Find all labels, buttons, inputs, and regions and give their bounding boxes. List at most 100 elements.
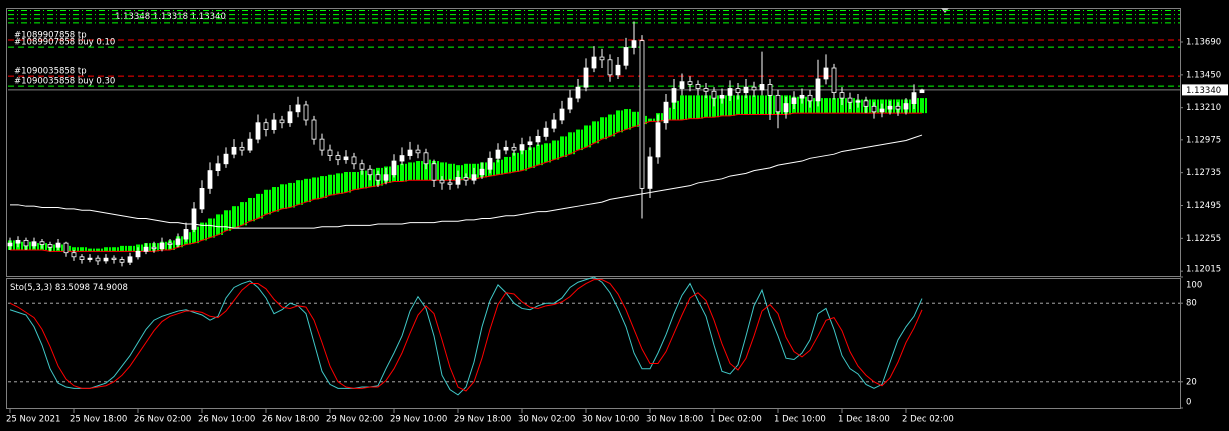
candle-body bbox=[647, 156, 653, 189]
candle-body bbox=[487, 157, 493, 170]
x-tick-label: 25 Nov 2021 bbox=[6, 415, 60, 425]
candle-body bbox=[903, 103, 909, 110]
candle-body bbox=[775, 94, 781, 113]
order-label: #1089907858 tp bbox=[14, 30, 87, 40]
indicator-signal-value: 74.9008 bbox=[93, 283, 128, 293]
candle-body bbox=[463, 177, 469, 181]
order-label: #1090035858 buy 0.30 bbox=[14, 77, 115, 87]
candle-body bbox=[399, 155, 405, 162]
candle-body bbox=[47, 244, 53, 248]
candle-body bbox=[623, 47, 629, 66]
candle-body bbox=[479, 168, 485, 176]
y-tick-label: 0 bbox=[1186, 398, 1191, 408]
x-tick-label: 1 Dec 18:00 bbox=[838, 415, 890, 425]
candle-body bbox=[591, 56, 597, 69]
y-tick-label: 1.12735 bbox=[1186, 168, 1221, 178]
candle-body bbox=[439, 179, 445, 184]
candle-body bbox=[295, 104, 301, 113]
x-tick-label: 1 Dec 10:00 bbox=[774, 415, 826, 425]
x-tick-label: 25 Nov 18:00 bbox=[70, 415, 127, 425]
candle-body bbox=[111, 257, 117, 260]
indicator-line bbox=[9, 279, 923, 392]
candle-body bbox=[55, 242, 61, 248]
candle-body bbox=[95, 257, 101, 262]
candle-body bbox=[23, 239, 29, 247]
candle-body bbox=[367, 168, 373, 176]
candle-body bbox=[31, 241, 37, 247]
x-tick-label: 30 Nov 10:00 bbox=[582, 415, 639, 425]
x-tick-label: 29 Nov 10:00 bbox=[390, 415, 447, 425]
candle-body bbox=[39, 241, 45, 245]
candle-body bbox=[71, 252, 77, 258]
candle-body bbox=[703, 88, 709, 92]
candle-body bbox=[215, 163, 221, 172]
candle-body bbox=[663, 101, 669, 124]
candle-body bbox=[103, 257, 109, 262]
candle-body bbox=[527, 141, 533, 146]
candle-body bbox=[791, 97, 797, 104]
candle-body bbox=[559, 108, 565, 121]
candle-body bbox=[135, 250, 141, 258]
candle-body bbox=[815, 78, 821, 102]
y-tick-label: 1.12975 bbox=[1186, 135, 1221, 145]
candle-body bbox=[759, 84, 765, 91]
candle-body bbox=[423, 152, 429, 165]
candle-body bbox=[495, 149, 501, 159]
candle-body bbox=[895, 105, 901, 110]
candle-body bbox=[607, 59, 613, 76]
x-tick-label: 2 Dec 02:00 bbox=[902, 415, 954, 425]
candle-body bbox=[255, 122, 261, 140]
candle-body bbox=[151, 246, 157, 249]
candle-body bbox=[695, 84, 701, 89]
x-tick-label: 30 Nov 18:00 bbox=[646, 415, 703, 425]
candle-body bbox=[471, 174, 477, 181]
candle-body bbox=[687, 81, 693, 85]
header-close: 1.13340 bbox=[191, 12, 226, 22]
candle-body bbox=[271, 119, 277, 130]
candle-body bbox=[319, 138, 325, 151]
x-tick-label: 26 Nov 18:00 bbox=[262, 415, 319, 425]
candle-body bbox=[911, 92, 917, 104]
candle-body bbox=[279, 119, 285, 124]
candle-body bbox=[311, 119, 317, 140]
candle-body bbox=[239, 146, 245, 151]
candle-body bbox=[535, 136, 541, 143]
candle-body bbox=[583, 67, 589, 88]
candle-body bbox=[839, 92, 845, 99]
current-price-box bbox=[1182, 84, 1228, 96]
candle-body bbox=[615, 64, 621, 76]
x-tick-label: 30 Nov 02:00 bbox=[518, 415, 575, 425]
header-low: 1.13318 bbox=[153, 12, 188, 22]
candle-body bbox=[143, 246, 149, 252]
candle-body bbox=[519, 144, 525, 151]
header-prices: 1.13348 1.13318 1.13340 bbox=[115, 12, 226, 22]
candle-body bbox=[167, 242, 173, 245]
candle-body bbox=[119, 259, 125, 263]
candle-body bbox=[551, 119, 557, 129]
candle-body bbox=[391, 160, 397, 176]
candle-body bbox=[207, 170, 213, 189]
candle-body bbox=[343, 156, 349, 161]
order-label: #1090035858 tp bbox=[14, 67, 87, 77]
candle-body bbox=[303, 104, 309, 121]
candle-body bbox=[919, 89, 925, 94]
candle-body bbox=[359, 163, 365, 170]
candle-body bbox=[879, 108, 885, 113]
candle-body bbox=[831, 67, 837, 94]
candle-body bbox=[375, 174, 381, 181]
indicator-title: Sto(5,3,3) 83.5098 74.9008 bbox=[10, 283, 128, 293]
candle-body bbox=[671, 88, 677, 103]
y-tick-label: 1.13450 bbox=[1186, 70, 1221, 80]
candle-body bbox=[807, 94, 813, 102]
candle-body bbox=[63, 242, 69, 254]
candle-body bbox=[247, 138, 253, 151]
candle-body bbox=[751, 86, 757, 91]
candle-body bbox=[567, 97, 573, 110]
candle-body bbox=[15, 239, 21, 244]
candle-body bbox=[711, 90, 717, 99]
candle-body bbox=[871, 105, 877, 113]
y-tick-label: 1.13690 bbox=[1186, 38, 1221, 48]
main-panel-frame bbox=[6, 8, 1181, 277]
